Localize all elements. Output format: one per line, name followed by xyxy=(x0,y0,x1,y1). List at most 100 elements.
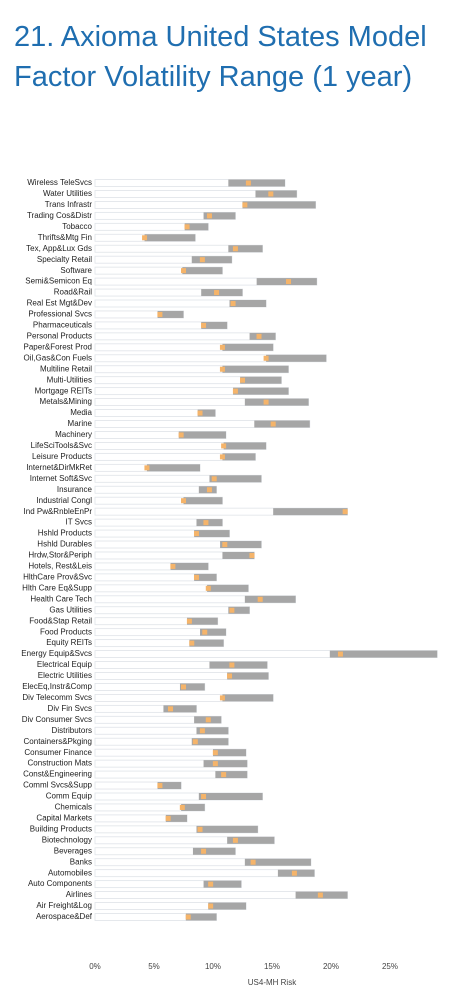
y-tick-label: Div Fin Svcs xyxy=(48,704,92,713)
y-tick-label: Food Products xyxy=(40,627,92,636)
y-tick-label: Hshld Durables xyxy=(37,540,92,549)
current-marker xyxy=(208,903,214,909)
current-marker xyxy=(229,662,235,668)
y-tick-label: Banks xyxy=(70,857,92,866)
y-tick-label: Tex, App&Lux Gds xyxy=(26,244,92,253)
range-bar xyxy=(187,617,218,625)
current-marker xyxy=(165,815,171,821)
range-bar xyxy=(201,289,243,297)
y-tick-label: IT Svcs xyxy=(65,518,92,527)
y-tick-label: Real Est Mgt&Dev xyxy=(27,299,92,308)
range-bar xyxy=(222,694,274,702)
y-tick-label: Pharmaceuticals xyxy=(33,321,92,330)
y-tick-label: Automobiles xyxy=(48,868,92,877)
y-tick-label: Personal Products xyxy=(27,331,92,340)
current-marker xyxy=(206,487,212,493)
track xyxy=(94,255,233,264)
current-marker xyxy=(268,191,274,197)
range-bar xyxy=(244,398,309,406)
y-tick-label: Hlth Care Eq&Supp xyxy=(22,583,92,592)
y-tick-label: Air Freight&Log xyxy=(36,901,92,910)
range-bar xyxy=(185,913,217,921)
range-bar xyxy=(203,880,242,888)
track xyxy=(94,529,230,538)
y-tick-label: Industrial Congl xyxy=(36,496,92,505)
y-tick-label: Road&Rail xyxy=(54,288,92,297)
y-tick-label: Hshld Products xyxy=(38,529,92,538)
track xyxy=(94,485,217,494)
y-tick-label: LifeSciTools&Svc xyxy=(31,441,92,450)
x-tick-label: 15% xyxy=(264,962,280,971)
range-bar xyxy=(266,354,327,362)
current-marker xyxy=(219,366,225,372)
range-bar xyxy=(191,256,232,264)
y-tick-label: Distributors xyxy=(52,726,92,735)
current-marker xyxy=(192,739,198,745)
current-marker xyxy=(181,684,186,690)
range-bar xyxy=(201,321,228,329)
current-marker xyxy=(184,224,190,230)
range-bar xyxy=(178,431,226,439)
current-marker xyxy=(144,465,150,471)
y-tick-label: HlthCare Prov&Svc xyxy=(23,572,92,581)
current-marker xyxy=(229,607,235,613)
range-bar xyxy=(228,606,250,614)
current-marker xyxy=(227,673,233,679)
current-marker xyxy=(193,574,199,580)
y-tick-label: Internet Soft&Svc xyxy=(30,474,92,483)
y-tick-label: Consumer Finance xyxy=(24,748,92,757)
range-bar xyxy=(144,234,196,242)
range-bar xyxy=(215,771,248,779)
range-bar xyxy=(184,223,209,231)
current-marker xyxy=(242,202,248,208)
range-bar xyxy=(228,245,263,253)
current-marker xyxy=(157,783,163,789)
current-marker xyxy=(185,914,191,920)
track xyxy=(94,672,269,680)
track xyxy=(94,332,276,341)
range-bar xyxy=(165,814,188,822)
current-marker xyxy=(270,421,276,427)
current-marker xyxy=(211,476,217,482)
current-marker xyxy=(181,268,186,274)
range-bar xyxy=(242,201,316,209)
current-marker xyxy=(250,859,256,865)
current-marker xyxy=(179,804,185,810)
range-bar xyxy=(200,628,226,636)
y-tick-label: Insurance xyxy=(57,485,93,494)
y-tick-label: Electric Utilities xyxy=(38,671,92,680)
range-bar xyxy=(157,310,184,318)
range-bar xyxy=(194,530,230,538)
y-tick-label: Comml Svcs&Supp xyxy=(23,781,92,790)
range-bar xyxy=(233,387,289,395)
range-bar xyxy=(220,541,262,549)
chart-title: 21. Axioma United States Model Factor Vo… xyxy=(14,21,427,93)
y-tick-label: Oil,Gas&Con Fuels xyxy=(24,353,92,362)
y-tick-label: Multi-Utilities xyxy=(47,375,92,384)
current-marker xyxy=(201,322,207,328)
current-marker xyxy=(214,290,220,296)
y-tick-label: Wireless TeleSvcs xyxy=(27,178,92,187)
y-tick-label: Software xyxy=(60,266,92,275)
y-tick-label: Trans Infrastr xyxy=(45,200,93,209)
track xyxy=(94,715,222,724)
current-marker xyxy=(203,520,209,526)
range-bar xyxy=(170,562,209,570)
current-marker xyxy=(219,695,225,701)
x-tick-label: 25% xyxy=(382,962,398,971)
current-marker xyxy=(170,563,176,569)
range-bar xyxy=(227,836,275,844)
current-marker xyxy=(205,717,211,723)
y-tick-label: Multiline Retail xyxy=(40,364,92,373)
current-marker xyxy=(256,333,262,339)
current-marker xyxy=(263,399,269,405)
y-tick-label: Div Consumer Svcs xyxy=(22,715,92,724)
current-marker xyxy=(199,728,205,734)
y-tick-label: Containers&Pkging xyxy=(24,737,92,746)
range-bar xyxy=(197,409,216,417)
range-bar xyxy=(183,497,223,505)
range-bar xyxy=(192,847,236,855)
y-tick-label: Health Care Tech xyxy=(30,594,92,603)
current-marker xyxy=(178,432,184,438)
y-tick-label: Comm Equip xyxy=(46,792,93,801)
